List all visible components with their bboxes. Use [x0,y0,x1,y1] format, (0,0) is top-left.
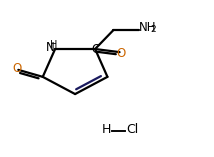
Text: O: O [12,62,22,75]
Text: Cl: Cl [126,123,139,136]
Text: H: H [50,40,57,50]
Text: N: N [46,41,55,54]
Text: H: H [102,123,111,136]
Text: NH: NH [139,21,157,34]
Text: O: O [117,47,126,60]
Text: 2: 2 [151,25,156,34]
Text: C: C [91,43,100,56]
